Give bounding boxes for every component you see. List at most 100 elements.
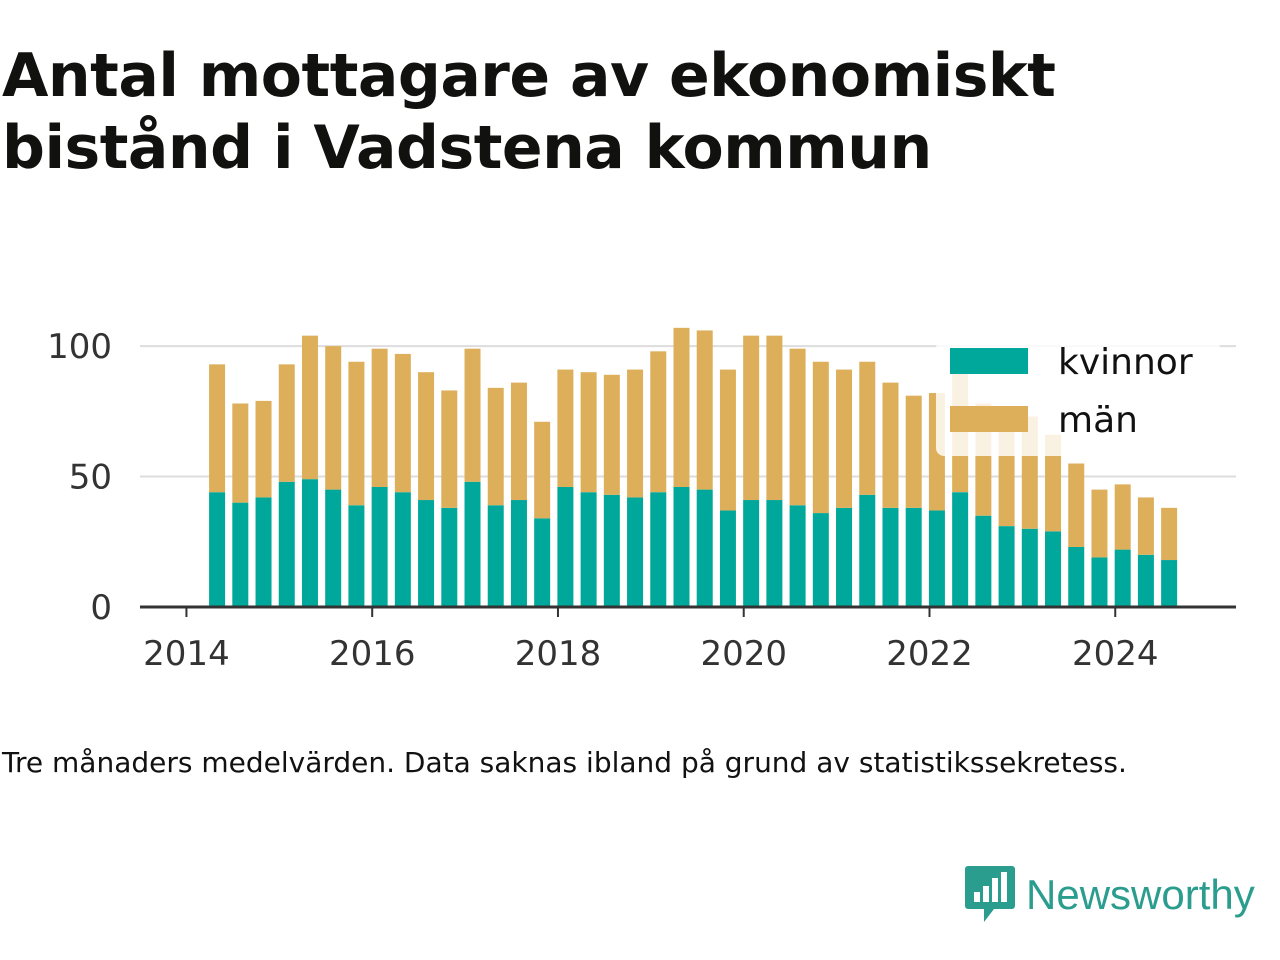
y-tick-label: 100 xyxy=(47,327,112,367)
bar-kvinnor xyxy=(812,513,829,607)
bar-man xyxy=(1114,484,1131,550)
bar-kvinnor xyxy=(464,481,481,607)
bar-man xyxy=(325,346,342,490)
bar-man xyxy=(882,382,899,508)
bar-man xyxy=(766,335,783,501)
bar-kvinnor xyxy=(696,489,713,607)
newsworthy-chart-bubble-icon xyxy=(965,866,1015,922)
legend-label: män xyxy=(1058,400,1138,441)
bar-man xyxy=(534,421,551,519)
bar-kvinnor xyxy=(743,500,760,607)
bar-kvinnor xyxy=(580,492,597,607)
bar-kvinnor xyxy=(928,510,945,607)
bar-kvinnor xyxy=(1045,531,1062,607)
bar-kvinnor xyxy=(232,502,249,607)
bar-man xyxy=(278,364,295,482)
bar-man xyxy=(464,348,481,482)
bar-man xyxy=(627,369,644,498)
bar-man xyxy=(394,353,411,493)
bar-kvinnor xyxy=(975,515,992,607)
bar-man xyxy=(836,369,853,508)
chart-title: Antal mottagare av ekonomiskt bistånd i … xyxy=(2,41,1056,183)
newsworthy-logo-text: Newsworthy xyxy=(1026,871,1255,918)
bar-kvinnor xyxy=(348,505,365,607)
bar-kvinnor xyxy=(836,507,853,607)
bar-man xyxy=(1068,463,1085,547)
chart-note: Tre månaders medelvärden. Data saknas ib… xyxy=(2,746,1127,779)
bar-man xyxy=(510,382,527,501)
bar-kvinnor xyxy=(627,497,644,607)
bar-kvinnor xyxy=(882,507,899,607)
bar-man xyxy=(255,400,272,498)
bar-kvinnor xyxy=(510,500,527,607)
legend-label: kvinnor xyxy=(1058,342,1193,383)
bar-kvinnor xyxy=(1068,546,1085,607)
bar-kvinnor xyxy=(418,500,435,607)
bar-kvinnor xyxy=(301,479,318,607)
bar-man xyxy=(1091,489,1108,558)
bar-man xyxy=(812,361,829,514)
bar-kvinnor xyxy=(1091,557,1108,607)
stacked-bar-chart: 0 50 100 2014 2016 2018 2020 2022 2024 kvinnor mä… xyxy=(47,327,1236,674)
bar-kvinnor xyxy=(905,507,922,607)
bar-man xyxy=(1045,434,1062,532)
bar-kvinnor xyxy=(557,486,574,607)
bar-man xyxy=(487,387,504,506)
bar-kvinnor xyxy=(487,505,504,607)
bar-man xyxy=(905,395,922,508)
y-tick-label: 50 xyxy=(69,458,112,498)
bar-kvinnor xyxy=(719,510,736,607)
bar-kvinnor xyxy=(789,505,806,607)
bar-man xyxy=(232,403,249,503)
bar-man xyxy=(301,335,318,480)
bar-kvinnor xyxy=(952,492,969,607)
bar-kvinnor xyxy=(650,492,667,607)
bar-kvinnor xyxy=(859,494,876,607)
bar-kvinnor xyxy=(255,497,272,607)
bar-kvinnor xyxy=(998,526,1015,607)
bar-man xyxy=(1137,497,1154,555)
bar-kvinnor xyxy=(673,486,690,607)
bar-man xyxy=(557,369,574,487)
x-tick-label: 2018 xyxy=(515,634,602,674)
bar-kvinnor xyxy=(209,492,226,607)
bar-man xyxy=(348,361,365,506)
bar-man xyxy=(371,348,388,487)
bar-man xyxy=(696,330,713,490)
x-tick-label: 2022 xyxy=(886,634,973,674)
bar-man xyxy=(650,351,667,493)
bar-kvinnor xyxy=(278,481,295,607)
bar-kvinnor xyxy=(325,489,342,607)
bar-man xyxy=(603,374,620,495)
y-tick-label: 0 xyxy=(90,588,112,628)
bar-man xyxy=(441,390,458,508)
x-tick-label: 2024 xyxy=(1072,634,1159,674)
x-tick-label: 2020 xyxy=(700,634,787,674)
bar-kvinnor xyxy=(1114,549,1131,607)
bar-man xyxy=(209,364,226,493)
axes: 0 50 100 2014 2016 2018 2020 2022 2024 xyxy=(47,327,1236,674)
bar-man xyxy=(418,372,435,501)
bar-kvinnor xyxy=(603,494,620,607)
bar-man xyxy=(789,348,806,506)
bar-man xyxy=(1161,507,1178,561)
newsworthy-logo[interactable]: Newsworthy xyxy=(964,864,1255,926)
bar-man xyxy=(673,327,690,487)
legend-swatch xyxy=(950,406,1028,432)
bar-kvinnor xyxy=(1137,554,1154,607)
bar-kvinnor xyxy=(371,486,388,607)
bar-kvinnor xyxy=(441,507,458,607)
bar-man xyxy=(719,369,736,511)
bar-man xyxy=(743,335,760,501)
bar-kvinnor xyxy=(394,492,411,607)
legend: kvinnor män xyxy=(936,340,1220,456)
x-tick-label: 2016 xyxy=(329,634,416,674)
x-tick-label: 2014 xyxy=(143,634,230,674)
bars xyxy=(209,327,1178,607)
legend-swatch xyxy=(950,348,1028,374)
bar-kvinnor xyxy=(1161,560,1178,607)
bar-man xyxy=(580,372,597,493)
bar-man xyxy=(859,361,876,495)
bar-kvinnor xyxy=(534,518,551,607)
bar-kvinnor xyxy=(766,500,783,607)
